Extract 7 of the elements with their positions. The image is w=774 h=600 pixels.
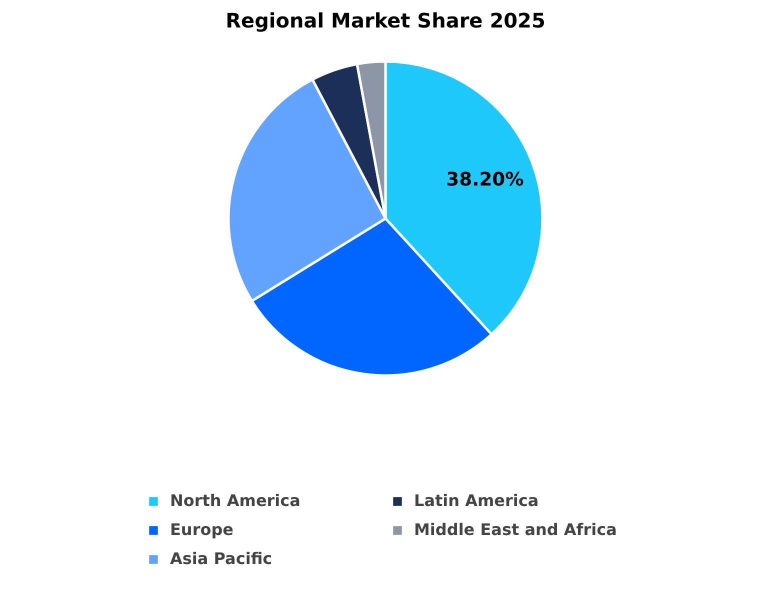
legend-label: Middle East and Africa [414,520,618,539]
chart-title: Regional Market Share 2025 [226,8,546,32]
legend-label: Asia Pacific [170,549,274,568]
legend-label: Europe [170,520,235,539]
data-label: 38.20% [446,169,524,190]
legend-label: Latin America [414,491,540,510]
legend-label: North America [170,491,302,510]
